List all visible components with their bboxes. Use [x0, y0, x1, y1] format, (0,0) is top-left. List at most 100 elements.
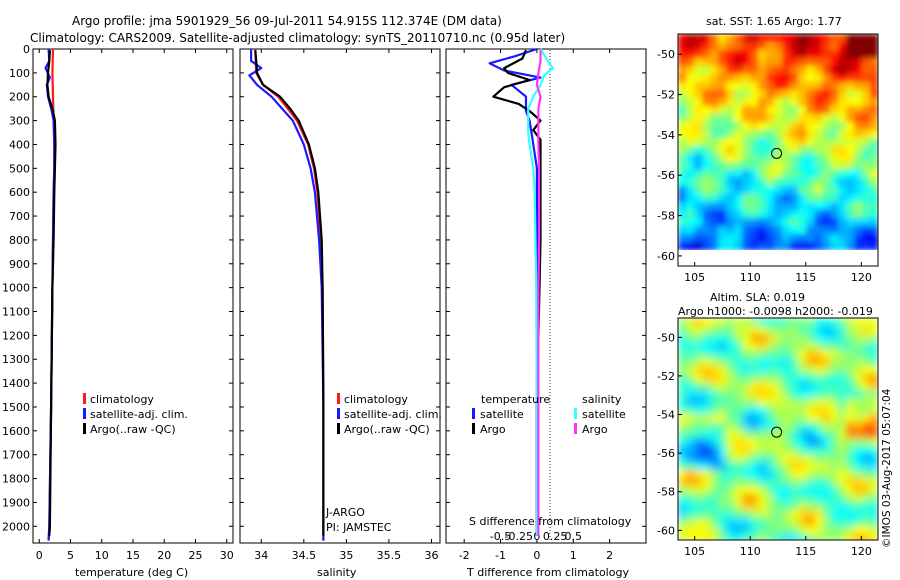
- sst-cell: [702, 66, 711, 75]
- sla-cell: [734, 414, 743, 423]
- sst-cell: [702, 170, 711, 179]
- legend-label-climatology: climatology: [344, 393, 408, 406]
- sla-cell: [838, 374, 847, 383]
- sst-cell: [758, 194, 767, 203]
- sla-cell: [838, 438, 847, 447]
- sst-cell: [694, 42, 703, 51]
- map-y-tick-label: -56: [657, 169, 675, 182]
- sst-cell: [774, 218, 783, 227]
- sst-cell: [718, 74, 727, 83]
- sla-cell: [814, 358, 823, 367]
- sst-cell: [830, 114, 839, 123]
- sla-cell: [870, 430, 878, 439]
- sst-cell: [798, 82, 807, 91]
- sla-cell: [758, 462, 767, 471]
- sst-cell: [862, 202, 871, 211]
- sla-cell: [870, 438, 878, 447]
- sla-cell: [774, 326, 783, 335]
- sla-cell: [862, 510, 871, 519]
- sst-cell: [766, 154, 775, 163]
- sla-cell: [694, 374, 703, 383]
- sst-cell: [814, 34, 823, 43]
- sst-cell: [686, 234, 695, 243]
- sla-cell: [822, 518, 831, 527]
- sla-cell: [758, 502, 767, 511]
- legend-swatch-temp-satellite: [472, 408, 475, 419]
- sst-cell: [758, 170, 767, 179]
- sla-cell: [726, 358, 735, 367]
- sla-cell: [758, 366, 767, 375]
- sla-cell: [678, 518, 687, 527]
- sla-cell: [766, 486, 775, 495]
- sla-cell: [686, 462, 695, 471]
- sst-cell: [862, 154, 871, 163]
- sst-cell: [750, 50, 759, 59]
- sla-cell: [718, 462, 727, 471]
- sst-cell: [822, 234, 831, 243]
- sla-cell: [678, 382, 687, 391]
- sst-cell: [686, 122, 695, 131]
- sla-cell: [854, 470, 863, 479]
- sla-cell: [814, 510, 823, 519]
- sla-cell: [718, 446, 727, 455]
- sla-cell: [798, 406, 807, 415]
- sst-cell: [822, 154, 831, 163]
- sst-cell: [862, 130, 871, 139]
- sla-cell: [814, 478, 823, 487]
- salinity-legend: climatology satellite-adj. clim. Argo(..…: [337, 393, 442, 436]
- sla-cell: [702, 358, 711, 367]
- sla-cell: [862, 414, 871, 423]
- sla-cell: [814, 518, 823, 527]
- sla-cell: [870, 334, 878, 343]
- sst-cell: [774, 210, 783, 219]
- sla-cell: [838, 390, 847, 399]
- sst-cell: [734, 122, 743, 131]
- sst-cell: [854, 74, 863, 83]
- s-tick-label: 0: [533, 530, 540, 543]
- sst-cell: [694, 98, 703, 107]
- sla-cell: [742, 366, 751, 375]
- x-tick-label: 34.5: [292, 549, 317, 562]
- sla-cell: [806, 398, 815, 407]
- x-tick-label: 5: [67, 549, 74, 562]
- sst-cell: [702, 202, 711, 211]
- sst-cell: [782, 138, 791, 147]
- sst-cell: [782, 170, 791, 179]
- sst-cell: [838, 122, 847, 131]
- sst-cell: [678, 178, 687, 187]
- sst-cell: [806, 34, 815, 43]
- sla-cell: [870, 342, 878, 351]
- legend-label-sal-satellite: satellite: [582, 408, 626, 421]
- sst-cell: [870, 218, 878, 227]
- sla-cell: [846, 398, 855, 407]
- sla-cell: [830, 422, 839, 431]
- sst-cell: [790, 74, 799, 83]
- sst-cell: [758, 202, 767, 211]
- sst-cell: [838, 154, 847, 163]
- sla-cell: [742, 382, 751, 391]
- sst-cell: [798, 194, 807, 203]
- sla-cell: [846, 326, 855, 335]
- sla-cell: [822, 494, 831, 503]
- sla-cell: [782, 502, 791, 511]
- sst-cell: [790, 146, 799, 155]
- sst-cell: [854, 66, 863, 75]
- sla-cell: [750, 494, 759, 503]
- sst-cell: [870, 122, 878, 131]
- sst-cell: [750, 114, 759, 123]
- sst-cell: [678, 146, 687, 155]
- sst-cell: [806, 42, 815, 51]
- sst-cell: [790, 90, 799, 99]
- sst-cell: [742, 194, 751, 203]
- sst-cell: [830, 210, 839, 219]
- sla-cell: [750, 454, 759, 463]
- sla-cell: [830, 398, 839, 407]
- sla-cell: [710, 486, 719, 495]
- sla-cell: [726, 334, 735, 343]
- sla-cell: [798, 326, 807, 335]
- sla-cell: [806, 318, 815, 327]
- sla-cell: [678, 422, 687, 431]
- sla-cell: [854, 518, 863, 527]
- sst-cell: [870, 146, 878, 155]
- sst-cell: [758, 74, 767, 83]
